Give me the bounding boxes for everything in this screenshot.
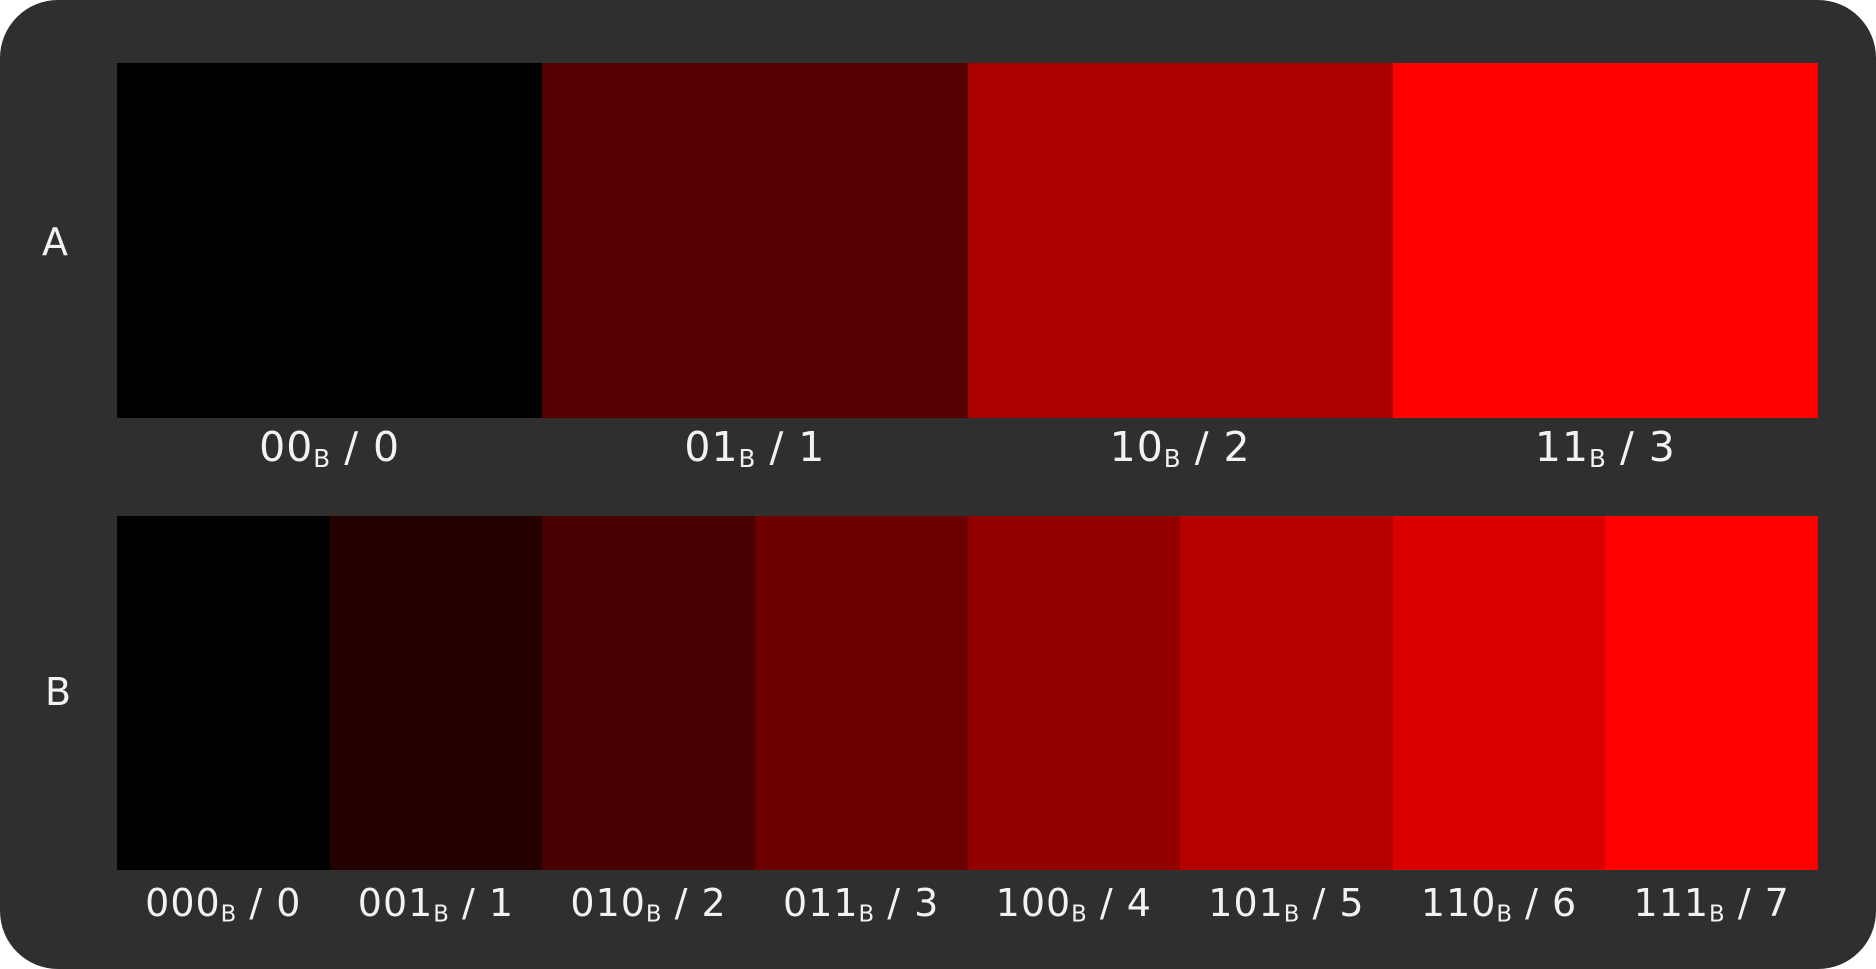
- row-b-swatch: [117, 516, 330, 870]
- row-b-swatch: [1180, 516, 1393, 870]
- row-a-label: A: [42, 220, 68, 264]
- binary-value: 11: [1534, 423, 1590, 471]
- decimal-value: 6: [1552, 881, 1578, 925]
- row-a-caption: 01B / 1: [542, 421, 967, 473]
- decimal-value: 5: [1339, 881, 1365, 925]
- binary-value: 011: [783, 881, 859, 925]
- decimal-value: 0: [373, 423, 401, 471]
- binary-value: 100: [995, 881, 1072, 925]
- binary-subscript: B: [1283, 901, 1300, 928]
- separator: /: [1512, 881, 1553, 925]
- row-b-swatch: [1392, 516, 1606, 870]
- row-b-caption: 111B / 7: [1605, 879, 1818, 927]
- separator: /: [448, 881, 489, 925]
- binary-value: 111: [1633, 881, 1710, 925]
- separator: /: [236, 881, 277, 925]
- decimal-value: 3: [1648, 423, 1676, 471]
- row-b-caption: 110B / 6: [1393, 879, 1606, 927]
- row-b-captions: 000B / 0 001B / 1 010B / 2 011B / 3 100B / 4…: [117, 879, 1818, 927]
- row-a-swatch: [542, 63, 968, 418]
- row-b-caption: 100B / 4: [968, 879, 1181, 927]
- binary-subscript: B: [1163, 444, 1181, 474]
- binary-value: 101: [1208, 881, 1284, 925]
- row-a-swatch-strip: [117, 63, 1818, 418]
- binary-subscript: B: [858, 901, 875, 928]
- row-a-swatch: [967, 63, 1393, 418]
- row-b-swatch: [754, 516, 968, 870]
- binary-subscript: B: [1589, 444, 1606, 474]
- binary-subscript: B: [313, 444, 331, 474]
- decimal-value: 3: [914, 881, 940, 925]
- binary-subscript: B: [1709, 901, 1725, 928]
- row-b-caption: 000B / 0: [117, 879, 330, 927]
- row-a-caption: 11B / 3: [1393, 421, 1818, 473]
- decimal-value: 2: [1223, 423, 1251, 471]
- separator: /: [1299, 881, 1340, 925]
- binary-subscript: B: [1496, 901, 1513, 928]
- binary-subscript: B: [433, 901, 449, 928]
- row-a-swatch: [117, 63, 543, 418]
- separator: /: [1605, 423, 1649, 471]
- row-b-label: B: [44, 670, 72, 714]
- binary-value: 000: [145, 881, 221, 925]
- binary-value: 010: [570, 881, 646, 925]
- separator: /: [330, 423, 374, 471]
- separator: /: [661, 881, 702, 925]
- binary-subscript: B: [220, 901, 237, 928]
- separator: /: [755, 423, 799, 471]
- row-b-swatch: [967, 516, 1181, 870]
- binary-value: 00: [259, 423, 314, 471]
- row-a-swatch: [1392, 63, 1818, 418]
- separator: /: [1724, 881, 1765, 925]
- decimal-value: 7: [1764, 881, 1790, 925]
- row-b-caption: 011B / 3: [755, 879, 968, 927]
- binary-value: 01: [684, 423, 739, 471]
- decimal-value: 1: [488, 881, 515, 925]
- row-b-swatch: [329, 516, 543, 870]
- binary-subscript: B: [1071, 901, 1087, 928]
- row-b-swatch: [542, 516, 755, 870]
- separator: /: [874, 881, 915, 925]
- binary-value: 10: [1109, 423, 1164, 471]
- row-b-caption: 101B / 5: [1180, 879, 1393, 927]
- decimal-value: 1: [798, 423, 826, 471]
- separator: /: [1086, 881, 1127, 925]
- row-a-captions: 00B / 0 01B / 1 10B / 2 11B / 3: [117, 421, 1818, 473]
- binary-value: 110: [1420, 881, 1497, 925]
- binary-subscript: B: [645, 901, 662, 928]
- binary-subscript: B: [738, 444, 756, 474]
- separator: /: [1180, 423, 1224, 471]
- binary-value: 001: [357, 881, 434, 925]
- decimal-value: 4: [1126, 881, 1152, 925]
- decimal-value: 2: [701, 881, 727, 925]
- decimal-value: 0: [276, 881, 302, 925]
- row-a-caption: 00B / 0: [117, 421, 542, 473]
- row-b-swatch: [1605, 516, 1818, 870]
- row-b-swatch-strip: [117, 516, 1818, 870]
- row-b-caption: 010B / 2: [542, 879, 755, 927]
- row-a-caption: 10B / 2: [968, 421, 1393, 473]
- row-b-caption: 001B / 1: [330, 879, 543, 927]
